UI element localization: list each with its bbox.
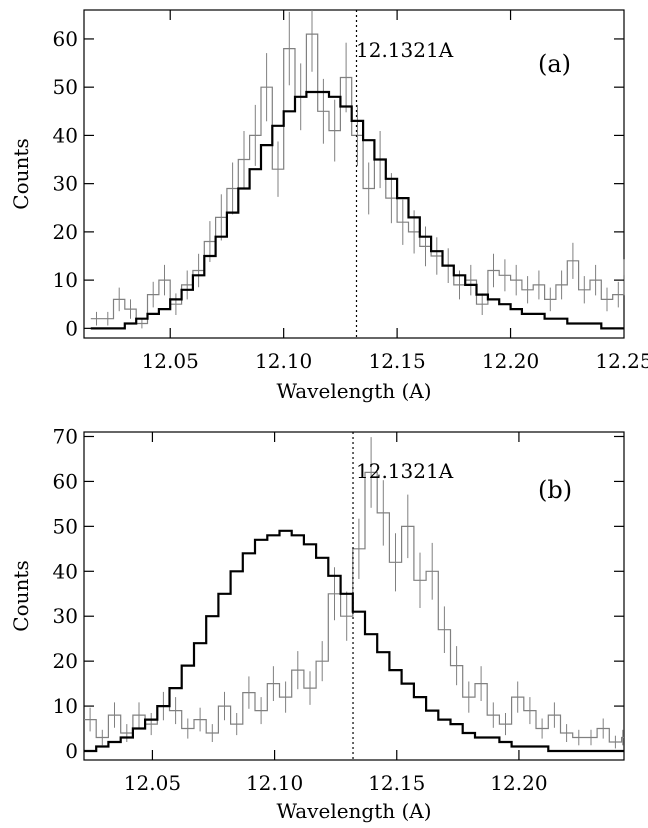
data-histogram-a — [90, 33, 625, 325]
reference-line-label-b: 12.1321A — [356, 459, 454, 483]
series-layer-b — [84, 437, 624, 753]
panel-label-a: (a) — [538, 50, 571, 78]
y-tick-label-b-2: 20 — [53, 649, 78, 673]
data-histogram-b — [84, 471, 624, 743]
chart-panel-a: 12.05 12.10 12.15 12.20 12.25 0102030405060 … — [9, 9, 648, 403]
y-tick-label-b-0: 0 — [65, 739, 78, 763]
x-tick-label-a-4: 12.25 — [595, 349, 648, 373]
y-tick-label-b-6: 60 — [53, 469, 78, 493]
y-axis-title-b: Counts — [9, 560, 33, 631]
y-tick-label-a-5: 50 — [53, 75, 78, 99]
x-tick-label-a-2: 12.15 — [368, 349, 425, 373]
y-tick-label-b-7: 70 — [53, 424, 78, 448]
x-tick-label-b-0: 12.05 — [124, 771, 181, 795]
x-axis-title-a: Wavelength (A) — [276, 379, 431, 403]
x-axis-title-b: Wavelength (A) — [276, 799, 431, 823]
reference-line-label-a: 12.1321A — [356, 38, 454, 62]
panel-label-b: (b) — [538, 476, 572, 504]
x-tick-label-a-0: 12.05 — [142, 349, 199, 373]
plot-frame-a — [83, 9, 625, 339]
x-tick-label-b-2: 12.15 — [368, 771, 425, 795]
y-tick-label-b-1: 10 — [53, 694, 78, 718]
y-tick-label-b-3: 30 — [53, 604, 78, 628]
y-tick-label-a-1: 10 — [53, 268, 78, 292]
y-tick-label-b-4: 40 — [53, 559, 78, 583]
chart-panel-b: 12.05 12.10 12.15 12.20 0 10 20 30 40 50 60 70 12.… — [9, 424, 625, 823]
x-tick-label-a-3: 12.20 — [482, 349, 539, 373]
model-histogram-b — [84, 529, 624, 753]
y-axis-title-a: Counts — [9, 138, 33, 209]
y-ticks-a: 0 10 20 30 40 50 60 — [53, 27, 624, 340]
y-ticks-b: 0 10 20 30 40 50 60 70 — [53, 424, 624, 763]
y-tick-label-b-5: 50 — [53, 514, 78, 538]
plot-frame-b — [83, 431, 625, 761]
y-tick-label-a-3: 30 — [53, 172, 78, 196]
y-tick-label-a-4: 40 — [53, 123, 78, 147]
y-tick-label-a-0: 0 — [65, 316, 78, 340]
model-histogram-a — [90, 90, 624, 330]
x-tick-label-a-1: 12.10 — [255, 349, 312, 373]
x-ticks-b: 12.05 12.10 12.15 12.20 — [124, 432, 548, 795]
series-layer-a — [90, 10, 625, 330]
y-tick-label-a-2: 20 — [53, 220, 78, 244]
y-tick-label-a-6: 60 — [53, 27, 78, 51]
x-tick-label-b-1: 12.10 — [246, 771, 303, 795]
x-ticks-a: 12.05 12.10 12.15 12.20 12.25 — [142, 10, 648, 373]
x-tick-label-b-3: 12.20 — [490, 771, 547, 795]
